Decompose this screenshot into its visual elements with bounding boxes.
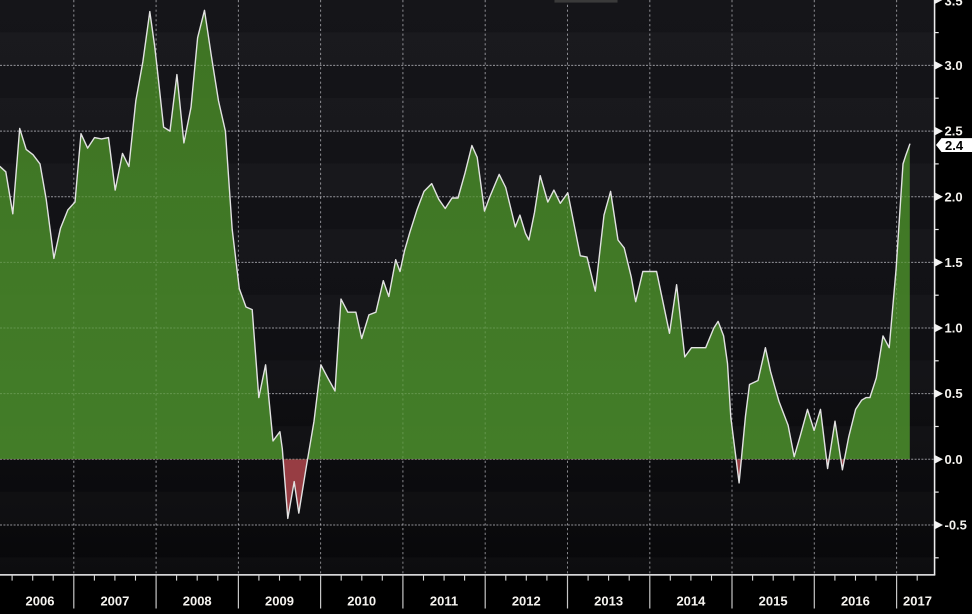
svg-text:3.5: 3.5 [945, 0, 963, 9]
svg-text:2015: 2015 [759, 594, 788, 609]
svg-text:2.5: 2.5 [945, 124, 963, 139]
svg-text:2011: 2011 [430, 594, 458, 609]
svg-text:0.5: 0.5 [945, 386, 963, 401]
svg-text:2.4: 2.4 [945, 138, 964, 153]
svg-text:1.0: 1.0 [945, 321, 963, 336]
svg-text:1.5: 1.5 [945, 255, 963, 270]
svg-text:2016: 2016 [841, 594, 870, 609]
svg-text:2017: 2017 [903, 594, 932, 609]
svg-text:2.0: 2.0 [945, 189, 963, 204]
svg-text:0.0: 0.0 [945, 452, 963, 467]
svg-text:-0.5: -0.5 [945, 518, 967, 533]
svg-text:2012: 2012 [512, 594, 541, 609]
svg-text:2007: 2007 [100, 594, 129, 609]
svg-text:2010: 2010 [347, 594, 376, 609]
svg-text:2013: 2013 [594, 594, 623, 609]
svg-text:2008: 2008 [183, 594, 212, 609]
svg-text:2014: 2014 [676, 594, 706, 609]
svg-text:3.0: 3.0 [945, 58, 963, 73]
svg-text:2009: 2009 [265, 594, 294, 609]
svg-text:2006: 2006 [26, 594, 55, 609]
